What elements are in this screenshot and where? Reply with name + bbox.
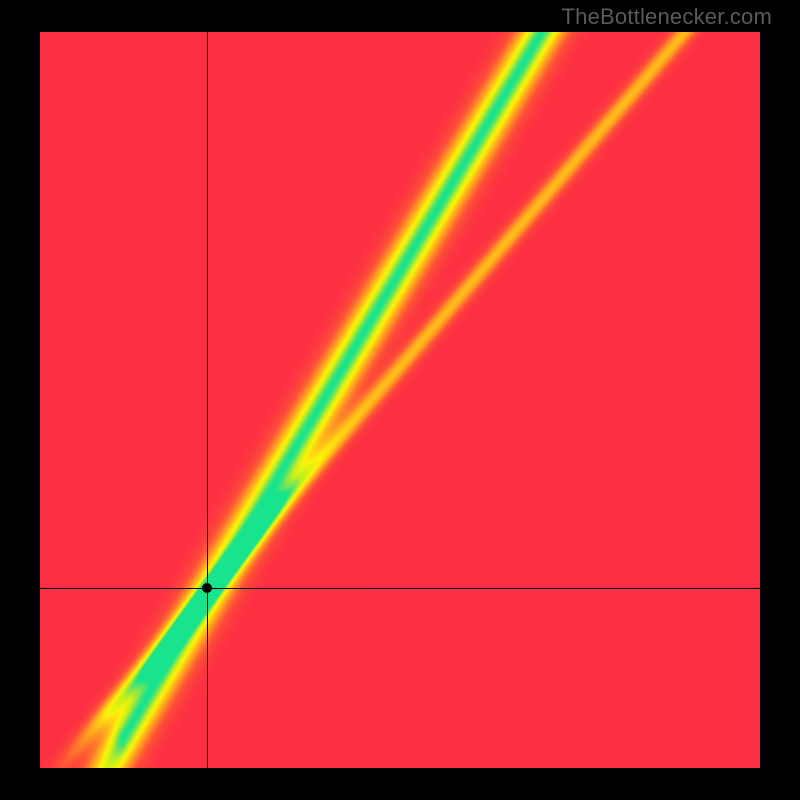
- chart-frame: TheBottlenecker.com: [0, 0, 800, 800]
- bottleneck-heatmap: [40, 32, 760, 768]
- plot-area: [40, 32, 760, 768]
- crosshair-vertical: [207, 32, 208, 768]
- crosshair-horizontal: [40, 588, 760, 589]
- crosshair-marker-dot: [202, 583, 212, 593]
- watermark-text: TheBottlenecker.com: [562, 4, 772, 30]
